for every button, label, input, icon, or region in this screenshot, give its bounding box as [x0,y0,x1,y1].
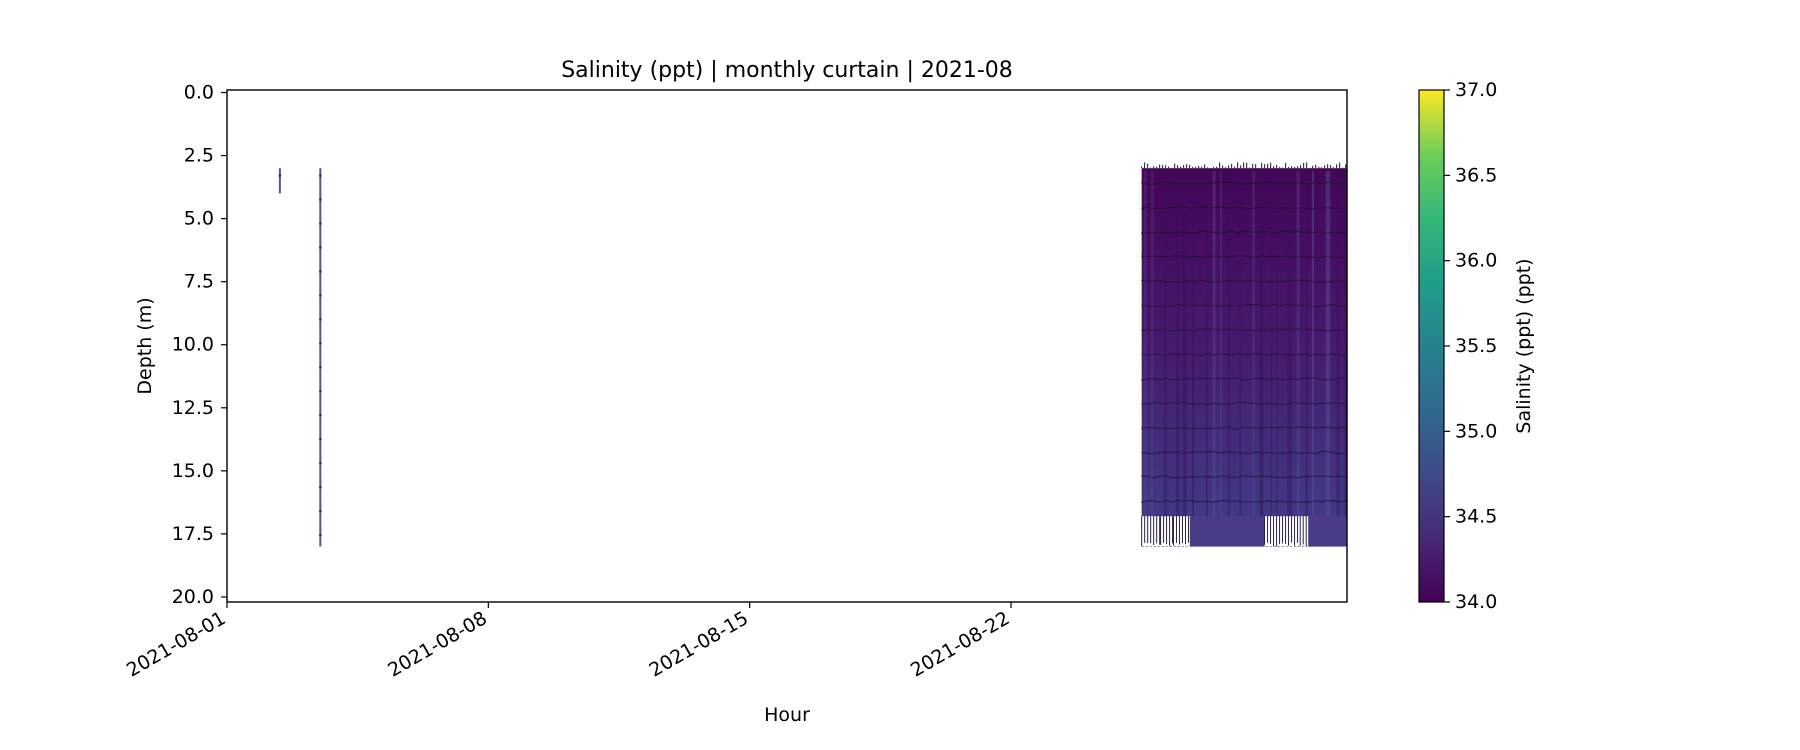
curtain-streak [1252,171,1255,547]
curtain-streak [1220,171,1222,547]
curtain-streak [1270,171,1273,547]
colorbar-tick-label: 35.5 [1455,335,1497,357]
curtain-streak [1344,171,1347,547]
curtain-streak [1296,171,1300,547]
bottom-segment [1351,516,1368,546]
y-tick-label: 0.0 [184,82,214,104]
curtain-streak [1150,171,1154,547]
profile-point [319,510,322,513]
y-tick-label: 20.0 [172,586,214,608]
colorbar-tick-label: 34.5 [1455,506,1497,528]
profile-point [319,246,322,249]
y-tick-label: 2.5 [184,145,214,167]
bottom-segment [1189,516,1222,547]
curtain-streak [1239,171,1242,547]
profile-point [319,318,322,321]
y-axis-label: Depth (m) [134,297,156,394]
curtain-streak [1378,171,1381,546]
bottom-segment [1221,516,1252,547]
depth-contour [1141,230,1347,234]
profile-point [319,366,322,369]
colorbar-tick-label: 37.0 [1455,79,1497,101]
depth-contour [1141,377,1347,381]
profile-point [319,174,322,177]
depth-contour [1141,426,1347,430]
bottom-segment [1368,516,1383,546]
depth-contour [1141,499,1347,503]
depth-contour [1141,475,1347,479]
depth-contour [1141,352,1347,357]
curtain-streak [1336,171,1340,547]
y-tick-label: 7.5 [184,271,214,293]
depth-contour [1141,304,1347,308]
colorbar-tick-label: 34.0 [1455,591,1497,613]
curtain-streak [1276,171,1278,547]
y-axis: 0.0 2.5 5.0 7.5 10.0 12.5 15.0 17.5 20.0 [172,82,227,608]
colorbar-label: Salinity (ppt) (ppt) [1513,258,1535,433]
salinity-curtain [1141,162,1383,549]
depth-contour [1141,279,1347,283]
bottom-gap [1300,516,1309,549]
y-tick-label: 10.0 [172,334,214,356]
curtain-streak [1143,171,1147,547]
curtain-streak [1182,171,1187,547]
curtain-streak [1305,171,1308,547]
curtain-streak [1259,171,1264,547]
x-axis: 2021-08-01 2021-08-08 2021-08-15 2021-08-22 [123,602,1014,682]
x-tick-label: 2021-08-22 [907,607,1014,681]
chart-title: Salinity (ppt) | monthly curtain | 2021-… [561,58,1013,83]
profile-point [319,414,322,417]
y-tick-label: 12.5 [172,397,214,419]
colorbar [1418,89,1445,603]
bottom-segment [1338,516,1347,547]
bottom-segment [1324,516,1332,547]
depth-contour [1141,450,1347,455]
x-tick-label: 2021-08-01 [123,607,230,681]
bottom-gap [1173,516,1190,549]
depth-contour [1141,206,1347,210]
y-tick-label: 15.0 [172,460,214,482]
profile-point [319,342,322,345]
curtain-streak [1212,171,1216,547]
curtain-streak [1206,171,1208,547]
y-tick-label: 17.5 [172,523,214,545]
x-axis-label: Hour [764,704,810,726]
depth-contour [1141,181,1347,185]
x-tick-label: 2021-08-08 [384,607,491,681]
profile-point [278,174,282,177]
curtain-streak [1325,171,1331,547]
depth-contour [1141,401,1347,406]
depth-contour [1141,255,1347,259]
profile-point [319,294,322,297]
depth-contour [1141,328,1347,332]
plot-area [278,162,1383,549]
curtain-streak [1364,171,1367,546]
curtain-streak [1287,171,1293,547]
x-tick-label: 2021-08-15 [646,607,753,681]
plot-frame [226,89,1348,603]
profile-point [319,198,322,201]
bottom-segment [1308,516,1325,547]
profile-point [319,390,322,393]
bottom-segment [1331,516,1339,547]
curtain-streak [1192,171,1195,547]
curtain-streak [1163,171,1168,547]
curtain-streak [1227,171,1231,547]
colorbar-tick-label: 35.0 [1455,420,1497,442]
profile-point [319,486,322,489]
curtain-streak [1356,171,1358,546]
bottom-segment [1251,516,1265,547]
curtain-streak [1311,171,1314,547]
colorbar-axis: 34.0 34.5 35.0 35.5 36.0 36.5 37.0 [1444,79,1497,613]
profile-point [319,533,322,537]
profile-point [319,438,322,441]
profile-point [319,270,322,273]
curtain-streak [1175,171,1180,547]
colorbar-tick-label: 36.5 [1455,164,1497,186]
y-tick-label: 5.0 [184,208,214,230]
profile-point [319,462,322,465]
colorbar-tick-label: 36.0 [1455,250,1497,272]
profile-point [319,222,322,225]
